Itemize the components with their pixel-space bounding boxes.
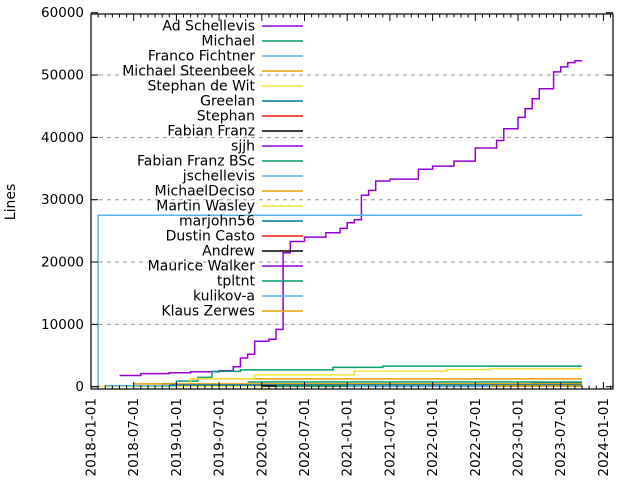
x-tick-label-2019-07-01: 2019-07-01 [212,398,228,476]
legend-label: Martin Wasley [156,199,255,215]
legend-label: sjjh [231,139,255,155]
y-tick-label-60000: 60000 [41,5,84,21]
x-tick-label-2024-01-01: 2024-01-01 [596,398,612,476]
x-tick-label-2020-01-01: 2020-01-01 [254,398,270,476]
legend-label: tpltnt [217,274,256,290]
legend-entry-franco-fichtner: Franco Fichtner [148,49,303,65]
legend-label: marjohn56 [179,214,255,230]
legend-label: jschellevis [182,169,255,185]
y-tick-label-50000: 50000 [41,68,84,84]
legend-entry-martin-wasley: Martin Wasley [156,199,303,215]
legend-label: Michael Steenbeek [122,64,256,80]
x-tick-label-2021-01-01: 2021-01-01 [340,398,356,476]
legend-label: Andrew [202,244,255,260]
legend-entry-klaus-zerwes: Klaus Zerwes [161,304,303,320]
x-tick-label-2023-07-01: 2023-07-01 [553,398,569,476]
legend-entry-fabian-franz-bsc: Fabian Franz BSc [137,154,303,170]
legend-entry-jschellevis: jschellevis [182,169,303,185]
x-tick-label-2021-07-01: 2021-07-01 [382,398,398,476]
x-tick-label-2018-07-01: 2018-07-01 [126,398,142,476]
legend-label: Fabian Franz [167,124,255,140]
legend-entry-michaeldeciso: MichaelDeciso [155,184,303,200]
legend-entry-stephan: Stephan [197,109,303,125]
legend-label: Fabian Franz BSc [137,154,255,170]
legend-entry-maurice-walker: Maurice Walker [148,259,303,275]
legend-label: Franco Fichtner [148,49,255,65]
legend-label: Stephan [197,109,255,125]
y-tick-label-0: 0 [75,379,84,395]
legend-entry-dustin-casto: Dustin Casto [166,229,303,245]
x-tick-label-2020-07-01: 2020-07-01 [297,398,313,476]
legend-label: Michael [201,34,255,50]
series-line-stephan-de-wit [98,367,582,387]
legend-entry-tpltnt: tpltnt [217,274,303,290]
legend-label: Klaus Zerwes [161,304,255,320]
legend-entry-greelan: Greelan [200,94,303,110]
legend-entry-fabian-franz: Fabian Franz [167,124,303,140]
legend-label: Maurice Walker [148,259,256,275]
legend-entry-michael: Michael [201,34,303,50]
legend-entry-ad-schellevis: Ad Schellevis [162,19,303,35]
x-tick-label-2018-01-01: 2018-01-01 [84,398,100,476]
legend-label: Dustin Casto [166,229,255,245]
legend-entry-marjohn56: marjohn56 [179,214,303,230]
x-tick-label-2023-01-01: 2023-01-01 [511,398,527,476]
y-axis-label: Lines [3,184,19,220]
legend-entry-andrew: Andrew [202,244,303,260]
legend-label: Ad Schellevis [162,19,255,35]
x-tick-label-2019-01-01: 2019-01-01 [169,398,185,476]
legend-label: Stephan de Wit [147,79,255,95]
y-tick-label-20000: 20000 [41,255,84,271]
y-tick-label-10000: 10000 [41,317,84,333]
legend-label: kulikov-a [193,289,255,305]
series-line-ad-schellevis [119,59,582,377]
legend-label: MichaelDeciso [155,184,255,200]
legend-entry-michael-steenbeek: Michael Steenbeek [122,64,303,80]
legend-label: Greelan [200,94,255,110]
legend-entry-sjjh: sjjh [231,139,303,155]
x-tick-label-2022-07-01: 2022-07-01 [468,398,484,476]
y-tick-label-40000: 40000 [41,130,84,146]
legend-entry-kulikov-a: kulikov-a [193,289,303,305]
x-tick-label-2022-01-01: 2022-01-01 [425,398,441,476]
legend-entry-stephan-de-wit: Stephan de Wit [147,79,303,95]
plot-border [90,13,614,390]
y-tick-label-30000: 30000 [41,192,84,208]
